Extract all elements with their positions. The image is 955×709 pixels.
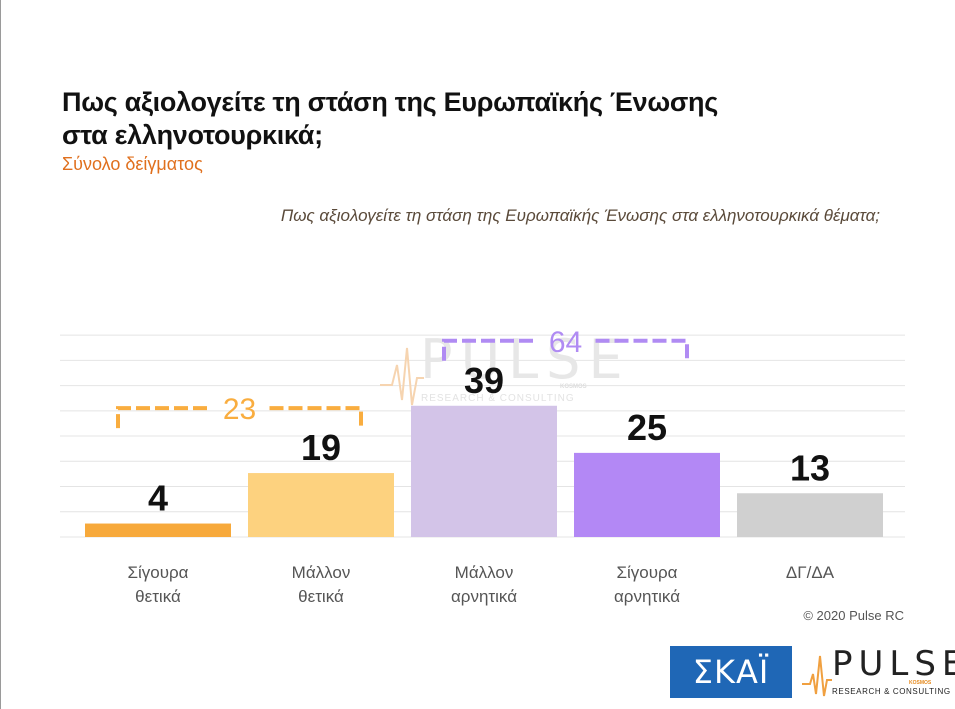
watermark-heartbeat-icon — [380, 347, 424, 406]
chart-question: Πως αξιολογείτε τη στάση της Ευρωπαϊκής … — [280, 206, 880, 225]
data-label: 13 — [790, 447, 830, 488]
bracket-total-label: 64 — [549, 326, 582, 359]
pulse-heartbeat-icon — [802, 655, 832, 697]
category-label: αρνητικά — [614, 587, 680, 606]
category-label: θετικά — [298, 587, 344, 606]
left-border — [0, 0, 1, 709]
category-label: Μάλλον — [455, 563, 514, 582]
skai-logo: ΣΚΑΪ — [670, 646, 792, 698]
bracket-line-right — [269, 406, 363, 429]
pulse-logo-tagline: RESEARCH & CONSULTING — [832, 687, 951, 696]
bar — [737, 493, 883, 537]
copyright-notice: © 2020 Pulse RC — [803, 608, 904, 623]
bracket-line-right — [595, 338, 689, 361]
chart-subtitle: Σύνολο δείγματος — [62, 154, 203, 174]
bar — [574, 452, 720, 537]
bar — [248, 473, 394, 537]
skai-logo-text: ΣΚΑΪ — [692, 653, 770, 691]
pulse-logo-sub: KOSMOS — [909, 680, 932, 686]
category-label: αρνητικά — [451, 587, 517, 606]
category-label: Μάλλον — [292, 563, 351, 582]
bracket-line-left — [116, 406, 210, 429]
watermark-tagline: RESEARCH & CONSULTING — [421, 393, 575, 404]
pulse-logo-wordmark: PULSE — [832, 644, 955, 684]
category-label: Σίγουρα — [127, 563, 188, 582]
bar — [85, 523, 231, 537]
data-label: 25 — [627, 407, 667, 448]
data-label: 4 — [148, 478, 168, 519]
pulse-logo: PULSE KOSMOS RESEARCH & CONSULTING — [802, 644, 955, 702]
category-label: Σίγουρα — [616, 563, 677, 582]
data-label: 39 — [464, 360, 504, 401]
watermark-name: PULSE — [420, 328, 631, 391]
data-label: 19 — [301, 427, 341, 468]
bracket-line-left — [442, 338, 536, 361]
chart-title: Πως αξιολογείτε τη στάση της Ευρωπαϊκής … — [62, 86, 762, 152]
chart-title-line-1: Πως αξιολογείτε τη στάση της Ευρωπαϊκής … — [62, 87, 718, 117]
bar — [411, 405, 557, 537]
chart-title-line-2: στα ελληνοτουρκικά; — [62, 120, 323, 150]
bracket-total-label: 23 — [223, 393, 256, 426]
category-label: ΔΓ/ΔΑ — [786, 563, 835, 582]
category-label: θετικά — [135, 587, 181, 606]
watermark-sub: KOSMOS — [560, 384, 587, 390]
